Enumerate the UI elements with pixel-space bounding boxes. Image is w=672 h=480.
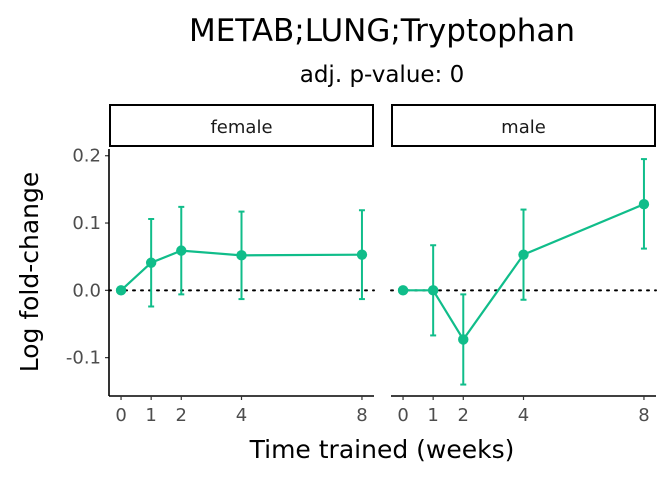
y-tick-label: 0.2 bbox=[72, 146, 101, 167]
facet-strip bbox=[391, 104, 656, 147]
x-tick-label: 8 bbox=[356, 405, 367, 426]
data-point bbox=[638, 198, 650, 210]
y-axis: 0.2 0.1 0.0 -0.1 bbox=[66, 146, 110, 396]
x-tick-label: 2 bbox=[458, 405, 469, 426]
facet-panel-female: female 0 1 2 4 8 bbox=[108, 104, 375, 426]
y-axis-title: Log fold-change bbox=[15, 172, 44, 373]
x-tick-label: 1 bbox=[145, 405, 156, 426]
facet-panel-male: male 0 1 2 4 8 bbox=[390, 104, 657, 426]
chart-subtitle: adj. p-value: 0 bbox=[300, 62, 465, 88]
data-point bbox=[518, 249, 529, 260]
x-tick-label: 1 bbox=[427, 405, 438, 426]
y-tick-label: 0.1 bbox=[72, 213, 101, 234]
x-tick-label: 4 bbox=[236, 405, 247, 426]
data-point bbox=[427, 285, 439, 296]
data-point bbox=[115, 285, 127, 296]
data-point bbox=[145, 257, 157, 268]
facet-strip-label: female bbox=[210, 117, 272, 138]
x-tick-label: 2 bbox=[176, 405, 187, 426]
data-point bbox=[458, 334, 469, 345]
y-tick-label: 0.0 bbox=[72, 280, 101, 301]
x-tick-label: 0 bbox=[115, 405, 126, 426]
x-tick-label: 4 bbox=[518, 405, 529, 426]
facet-strip-label: male bbox=[501, 117, 546, 138]
data-point bbox=[397, 285, 409, 296]
chart-title: METAB;LUNG;Tryptophan bbox=[189, 13, 575, 49]
data-point bbox=[356, 249, 368, 260]
x-axis-title: Time trained (weeks) bbox=[249, 435, 515, 464]
x-tick-label: 0 bbox=[397, 405, 408, 426]
data-point bbox=[176, 245, 187, 256]
x-tick-label: 8 bbox=[638, 405, 649, 426]
facet-strip bbox=[109, 104, 374, 147]
y-tick-label: -0.1 bbox=[66, 348, 101, 369]
data-point bbox=[236, 250, 247, 261]
